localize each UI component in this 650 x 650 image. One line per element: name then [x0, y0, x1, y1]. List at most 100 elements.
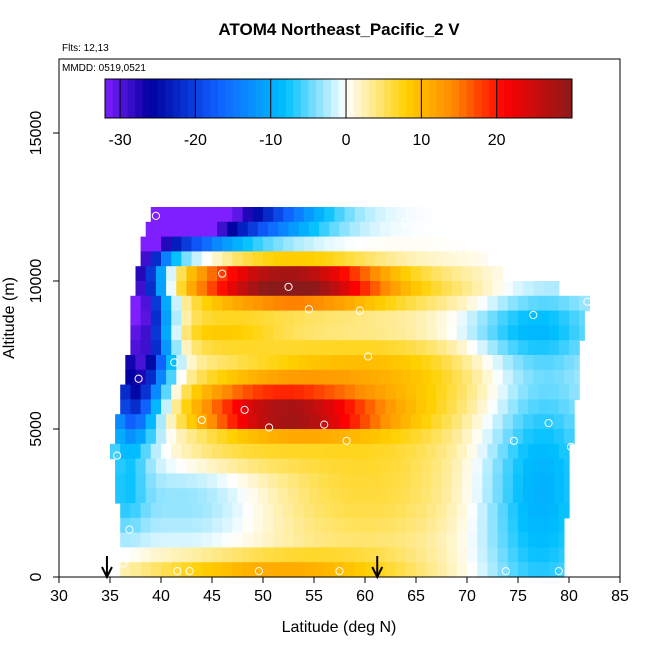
heatmap-cell — [548, 532, 560, 548]
heatmap-cell — [273, 295, 284, 312]
heatmap-cell — [477, 384, 488, 400]
heatmap-cell — [344, 503, 356, 519]
heatmap-cell — [512, 473, 524, 489]
heatmap-cell — [441, 488, 453, 504]
heatmap-cell — [237, 221, 249, 238]
heatmap-cell — [354, 562, 366, 578]
sample-point — [427, 216, 436, 225]
heatmap-cell — [181, 503, 193, 519]
heatmap-cell — [446, 384, 458, 400]
heatmap-cell — [436, 503, 448, 519]
heatmap-cell — [201, 207, 213, 223]
heatmap-cell — [206, 221, 218, 238]
heatmap-cell — [441, 221, 453, 238]
heatmap-cell — [273, 503, 284, 519]
heatmap-cell — [344, 325, 356, 341]
heatmap-cell — [518, 503, 529, 519]
heatmap-cell — [140, 340, 152, 356]
heatmap-cell — [548, 547, 560, 563]
heatmap-cell — [273, 517, 284, 534]
heatmap-cell — [400, 429, 412, 445]
heatmap-cell — [451, 458, 463, 474]
heatmap-cell — [431, 369, 443, 386]
heatmap-cell — [171, 340, 182, 356]
colorbar-segment — [300, 79, 309, 118]
heatmap-cell — [370, 488, 381, 504]
heatmap-cell — [395, 236, 407, 252]
heatmap-cell — [268, 488, 279, 504]
heatmap-cell — [334, 562, 346, 578]
heatmap-cell — [252, 340, 264, 356]
heatmap-cell — [247, 355, 259, 371]
heatmap-cell — [227, 221, 239, 238]
heatmap-cell — [232, 399, 244, 415]
heatmap-cell — [222, 443, 233, 460]
heatmap-cell — [456, 562, 468, 578]
colorbar-segment — [127, 79, 136, 118]
heatmap-cell — [242, 236, 254, 252]
heatmap-cell — [461, 355, 473, 371]
heatmap-cell — [171, 503, 182, 519]
heatmap-cell — [339, 221, 351, 238]
heatmap-cell — [507, 325, 519, 341]
heatmap-cell — [252, 251, 264, 267]
heatmap-cell — [354, 295, 366, 312]
sample-point — [197, 416, 206, 425]
sample-point — [364, 352, 373, 361]
heatmap-cell — [298, 429, 310, 445]
sample-point — [583, 297, 592, 306]
heatmap-cell — [385, 562, 397, 578]
sample-point — [265, 423, 274, 432]
heatmap-cell — [482, 266, 494, 282]
heatmap-cell — [543, 473, 555, 489]
heatmap-cell — [257, 473, 269, 489]
heatmap-cell — [273, 251, 284, 267]
heatmap-cell — [186, 221, 198, 238]
heatmap-cell — [191, 547, 203, 563]
sample-point — [342, 436, 351, 445]
heatmap-cell — [492, 281, 504, 297]
heatmap-cell — [314, 562, 325, 578]
heatmap-cell — [385, 340, 397, 356]
heatmap-cell — [563, 355, 575, 371]
heatmap-cell — [523, 488, 534, 504]
heatmap-cell — [410, 429, 422, 445]
heatmap-cell — [344, 547, 356, 563]
heatmap-cell — [303, 207, 315, 223]
heatmap-cell — [349, 221, 361, 238]
heatmap-cell — [186, 458, 198, 474]
heatmap-cell — [390, 473, 402, 489]
heatmap-cell — [421, 458, 432, 474]
heatmap-cell — [502, 488, 514, 504]
heatmap-cell — [130, 562, 142, 578]
heatmap-cell — [130, 532, 142, 548]
heatmap-cell — [558, 503, 570, 519]
heatmap-cell — [477, 517, 488, 534]
heatmap-cell — [252, 384, 264, 400]
heatmap-cell — [558, 532, 565, 548]
heatmap-cell — [339, 473, 351, 489]
heatmap-cell — [365, 340, 376, 356]
heatmap-cell — [533, 458, 545, 474]
heatmap-cell — [324, 310, 335, 326]
heatmap-cell — [247, 458, 259, 474]
heatmap-cell — [155, 488, 167, 504]
heatmap-cell — [395, 443, 407, 460]
heatmap-cell — [477, 443, 488, 460]
heatmap-cell — [283, 325, 295, 341]
heatmap-cell — [155, 221, 167, 238]
heatmap-cell — [217, 355, 228, 371]
heatmap-cell — [441, 458, 453, 474]
heatmap-cell — [507, 295, 519, 312]
heatmap-cell — [446, 517, 458, 534]
heatmap-cell — [436, 443, 448, 460]
heatmap-cell — [482, 429, 494, 445]
heatmap-cell — [293, 384, 305, 400]
heatmap-cell — [135, 266, 147, 282]
heatmap-cell — [319, 369, 330, 386]
heatmap-cell — [247, 266, 259, 282]
heatmap-cell — [268, 429, 279, 445]
heatmap-cell — [569, 340, 580, 356]
heatmap-cell — [278, 414, 290, 430]
x-tick-label: 45 — [203, 588, 221, 605]
